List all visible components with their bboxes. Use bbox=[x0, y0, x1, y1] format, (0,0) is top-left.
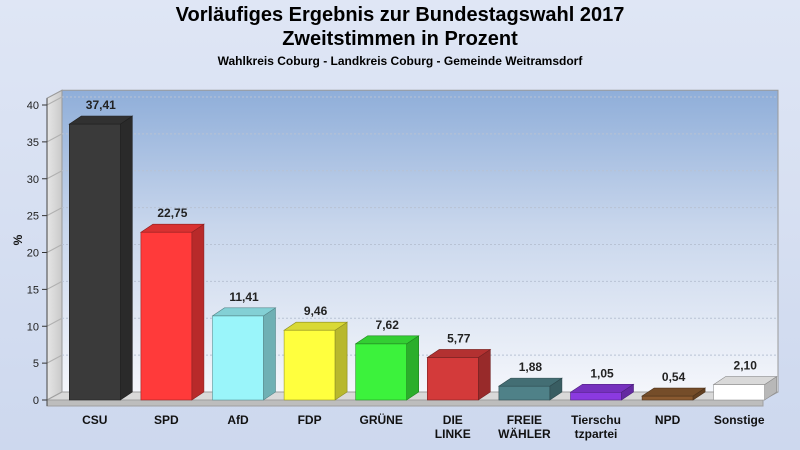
data-label: 11,41 bbox=[229, 290, 259, 304]
data-label: 1,88 bbox=[519, 360, 543, 374]
data-label: 22,75 bbox=[157, 206, 187, 220]
bar-6 bbox=[497, 377, 563, 401]
data-label: 5,77 bbox=[447, 331, 471, 345]
bar-top bbox=[426, 349, 492, 358]
data-label: 1,05 bbox=[590, 366, 614, 380]
chart-title: Vorläufiges Ergebnis zur Bundestagswahl … bbox=[175, 4, 625, 26]
bar-front bbox=[641, 395, 694, 401]
bar-side bbox=[334, 321, 348, 401]
y-tick-label: 35 bbox=[27, 137, 39, 149]
data-label: 0,54 bbox=[662, 370, 686, 384]
bar-front bbox=[498, 385, 551, 401]
bar-2 bbox=[211, 307, 277, 401]
plot-base bbox=[46, 399, 764, 407]
data-label: 37,41 bbox=[86, 98, 116, 112]
bar-side bbox=[477, 348, 491, 401]
chart-title-line2: Zweitstimmen in Prozent bbox=[282, 28, 518, 50]
bar-5 bbox=[426, 348, 492, 401]
gridline-wall bbox=[46, 244, 63, 253]
y-axis-label: % bbox=[11, 234, 25, 245]
y-tick-label: 25 bbox=[27, 211, 39, 223]
gridline-wall bbox=[46, 280, 63, 290]
y-tick-label: 30 bbox=[27, 174, 39, 186]
y-tick-label: 20 bbox=[27, 248, 39, 260]
data-label: 7,62 bbox=[376, 318, 400, 332]
bar-1 bbox=[139, 223, 205, 401]
y-tick-label: 5 bbox=[33, 358, 39, 370]
x-tick-label: tzpartei bbox=[575, 427, 618, 441]
gridline-wall bbox=[46, 317, 63, 327]
bar-top bbox=[211, 307, 277, 317]
x-tick-label: Sonstige bbox=[714, 413, 765, 427]
x-tick-label: AfD bbox=[227, 413, 249, 427]
bar-front bbox=[426, 357, 479, 401]
bar-top bbox=[68, 115, 134, 125]
x-tick-label: Tierschu bbox=[571, 413, 621, 427]
x-tick-label: NPD bbox=[655, 413, 681, 427]
x-tick-label: CSU bbox=[82, 413, 107, 427]
bar-front bbox=[355, 343, 408, 401]
bar-top bbox=[354, 335, 420, 345]
y-tick-label: 15 bbox=[27, 284, 39, 296]
bar-front bbox=[212, 315, 264, 401]
bar-front bbox=[69, 123, 121, 401]
bar-front bbox=[713, 384, 766, 401]
x-tick-label: WÄHLER bbox=[498, 426, 551, 441]
bar-front bbox=[570, 391, 622, 401]
bar-7 bbox=[569, 383, 635, 401]
gridline-wall bbox=[46, 354, 63, 364]
bar-top bbox=[139, 223, 205, 233]
x-tick-label: FREIE bbox=[507, 413, 542, 427]
bar-top bbox=[569, 383, 635, 393]
data-label: 2,10 bbox=[734, 359, 758, 373]
data-label: 9,46 bbox=[304, 304, 328, 318]
plot-left-wall bbox=[46, 89, 63, 401]
bar-top bbox=[712, 376, 778, 385]
bar-side bbox=[406, 335, 420, 401]
gridline-wall bbox=[46, 133, 63, 143]
x-tick-label: DIE bbox=[443, 413, 463, 427]
x-tick-label: LINKE bbox=[435, 427, 471, 441]
bar-0 bbox=[68, 115, 134, 401]
x-tick-label: GRÜNE bbox=[360, 412, 403, 427]
bar-8 bbox=[641, 387, 707, 401]
x-tick-label: SPD bbox=[154, 413, 179, 427]
bar-front bbox=[283, 329, 336, 401]
gridline-wall bbox=[46, 96, 63, 106]
bar-side bbox=[263, 307, 276, 401]
bar-front bbox=[140, 231, 193, 401]
bar-side bbox=[191, 223, 205, 401]
bar-side bbox=[120, 115, 133, 401]
bar-top bbox=[641, 387, 707, 397]
bar-top bbox=[497, 377, 563, 387]
gridline-wall bbox=[46, 207, 63, 217]
bar-3 bbox=[283, 321, 349, 401]
chart-subtitle: Wahlkreis Coburg - Landkreis Coburg - Ge… bbox=[217, 54, 583, 68]
bar-9 bbox=[712, 375, 778, 401]
y-tick-label: 40 bbox=[27, 100, 39, 112]
x-tick-label: FDP bbox=[298, 413, 322, 427]
y-tick-label: 0 bbox=[33, 395, 39, 407]
gridline-wall bbox=[46, 170, 63, 180]
bar-top bbox=[283, 321, 349, 331]
y-tick-label: 10 bbox=[27, 321, 39, 333]
bar-4 bbox=[354, 335, 420, 401]
